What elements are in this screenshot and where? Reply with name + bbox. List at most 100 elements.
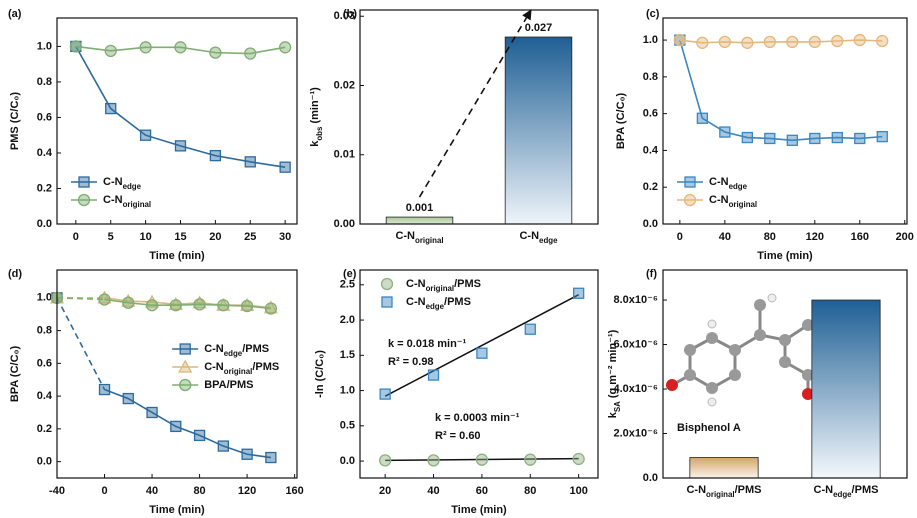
y-tick-label: 1.0 <box>37 40 52 52</box>
legend-marker <box>79 195 90 206</box>
y-tick-label: 2.5 <box>340 279 355 291</box>
text-part: /PMS <box>852 484 879 496</box>
x-tick-label: 160 <box>851 231 869 243</box>
x-tick-label: C-Noriginal/PMS <box>686 484 761 499</box>
panel-label: (d) <box>8 268 22 280</box>
y-tick-label: 0.6 <box>37 357 52 369</box>
bar <box>386 217 453 224</box>
y-tick-label: 4.0x10⁻⁶ <box>613 383 658 395</box>
subscript: edge <box>729 182 748 191</box>
marker-circle <box>674 35 685 46</box>
y-tick-label: 2.0 <box>340 314 355 326</box>
text-part: C-N <box>406 278 426 290</box>
text-part: C-N <box>709 176 729 188</box>
legend-marker <box>79 177 89 187</box>
marker-square <box>697 113 707 123</box>
x-tick-label: C-Noriginal <box>395 230 443 245</box>
subscript: original <box>415 236 444 245</box>
marker-circle <box>265 303 276 314</box>
text-part: C-N <box>204 361 224 373</box>
x-tick-label: 25 <box>244 231 256 243</box>
marker-circle <box>99 294 110 305</box>
marker-circle <box>525 454 536 465</box>
annotation: R² = 0.60 <box>435 430 481 442</box>
value-label: 0.001 <box>406 202 434 214</box>
marker-circle <box>123 297 134 308</box>
x-axis-label: Time (min) <box>149 250 205 262</box>
x-tick-label: 10 <box>139 231 151 243</box>
legend-marker <box>685 195 696 206</box>
y-tick-label: 0.0 <box>643 218 658 230</box>
marker-circle <box>428 455 439 466</box>
subscript: edge <box>224 349 243 358</box>
marker-square <box>141 130 151 140</box>
x-tick-label: 0 <box>101 485 107 497</box>
text-part: /PMS <box>242 343 269 355</box>
y-tick-label: 0.6 <box>37 111 52 123</box>
y-tick-label: 0.4 <box>37 147 53 159</box>
x-tick-label: 30 <box>279 231 291 243</box>
marker-circle <box>573 453 584 464</box>
legend-label: C-Nedge/PMS <box>204 343 269 358</box>
legend-marker <box>180 344 190 354</box>
marker-square <box>175 141 185 151</box>
value-label: 0.027 <box>525 22 553 34</box>
y-axis-label: -ln (C/C₀) <box>314 350 326 398</box>
text-part: (g m⁻² min⁻¹) <box>607 329 619 401</box>
marker-circle <box>764 36 775 47</box>
bar <box>812 300 880 478</box>
marker-square <box>171 421 181 431</box>
y-tick-label: 0.4 <box>37 390 53 402</box>
legend-label: C-Nedge <box>709 176 748 191</box>
y-tick-label: 1.0 <box>340 384 355 396</box>
marker-square <box>245 157 255 167</box>
text-part: C-N <box>103 176 123 188</box>
y-axis-label: BPA (C/C₀) <box>9 346 21 403</box>
marker-square <box>195 430 205 440</box>
bar <box>505 37 572 224</box>
marker-square <box>242 449 252 459</box>
text-part: C-N <box>519 230 539 242</box>
plot-frame <box>360 270 598 478</box>
y-tick-label: 0.8 <box>37 325 52 337</box>
subscript: original <box>426 284 455 293</box>
legend-label: C-Nedge/PMS <box>406 296 471 311</box>
subscript: SA <box>613 401 622 412</box>
panel-label: (f) <box>646 268 657 280</box>
marker-circle <box>787 36 798 47</box>
annotation: Bisphenol A <box>677 422 741 434</box>
y-tick-label: 0.0 <box>37 456 52 468</box>
marker-square <box>280 162 290 172</box>
series-line <box>680 40 882 43</box>
y-axis-label: BPA (C/C₀) <box>615 93 627 150</box>
x-tick-label: C-Nedge <box>519 230 558 245</box>
text-part: (min⁻¹) <box>309 87 321 127</box>
marker-square <box>429 370 439 380</box>
y-tick-label: 0.6 <box>643 108 658 120</box>
series-line <box>680 40 882 140</box>
x-tick-label: 80 <box>193 485 205 497</box>
y-tick-label: 0.00 <box>334 218 355 230</box>
marker-square <box>147 407 157 417</box>
y-tick-label: 1.0 <box>643 34 658 46</box>
annotation: R² = 0.98 <box>388 356 434 368</box>
subscript: obs <box>315 126 324 141</box>
x-tick-label: 40 <box>146 485 158 497</box>
marker-circle <box>147 300 158 311</box>
marker-square <box>123 394 133 404</box>
marker-square <box>574 288 584 298</box>
y-tick-label: 0.02 <box>334 79 355 91</box>
marker-square <box>787 135 797 145</box>
subscript: edge <box>539 236 558 245</box>
page: {"chart_data": [ {"type": "line", "label… <box>0 0 917 518</box>
marker-circle <box>70 41 81 52</box>
legend-label: C-Nedge <box>103 176 142 191</box>
subscript: original <box>224 367 253 376</box>
marker-square <box>477 348 487 358</box>
x-tick-label: 200 <box>896 231 914 243</box>
marker-square <box>742 133 752 143</box>
subscript: original <box>706 490 735 499</box>
marker-square <box>765 133 775 143</box>
marker-square <box>100 385 110 395</box>
legend-label: C-Noriginal/PMS <box>204 361 279 376</box>
